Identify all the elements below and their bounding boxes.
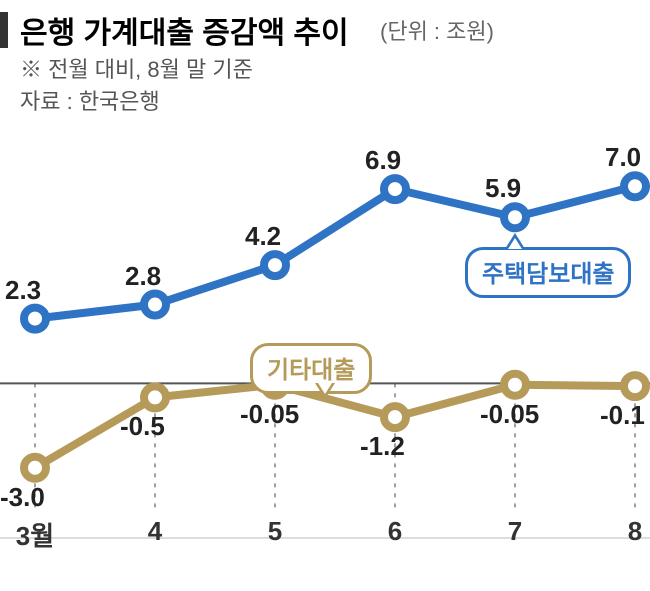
value-label: -0.05 — [240, 399, 299, 430]
value-label: -1.2 — [360, 431, 405, 462]
xaxis-label: 7 — [490, 516, 540, 547]
chart-subtitle: ※ 전월 대비, 8월 말 기준 — [20, 52, 253, 84]
xaxis-label: 6 — [370, 516, 420, 547]
value-label: -0.5 — [120, 411, 165, 442]
chart-svg — [0, 100, 650, 540]
chart-unit: (단위 : 조원) — [380, 14, 494, 46]
value-label: 7.0 — [605, 142, 641, 173]
xaxis-label: 3월 — [10, 516, 60, 553]
xaxis-label: 4 — [130, 516, 180, 547]
series-tag-tail-inner — [318, 383, 332, 394]
series-tag: 주택담보대출 — [465, 247, 631, 298]
series-tag: 기타대출 — [250, 343, 372, 394]
series-tag-tail-inner — [508, 238, 522, 249]
value-label: -0.1 — [600, 400, 645, 431]
xaxis-label: 5 — [250, 516, 300, 547]
value-label: 2.8 — [125, 261, 161, 292]
value-label: 2.3 — [5, 275, 41, 306]
title-side-rule — [0, 12, 8, 48]
plot-area: 2.3 2.8 4.2 6.9 5.9 7.0 -3.0 -0.5 -0.05 -1.2 -0.05… — [0, 100, 650, 540]
title-text: 은행 가계대출 증감액 추이 — [20, 17, 349, 50]
chart-title: 은행 가계대출 증감액 추이 — [20, 8, 349, 52]
value-label: 6.9 — [365, 145, 401, 176]
value-label: 5.9 — [485, 173, 521, 204]
value-label: -0.05 — [480, 399, 539, 430]
chart-container: 은행 가계대출 증감액 추이 (단위 : 조원) ※ 전월 대비, 8월 말 기… — [0, 0, 650, 591]
value-label: -3.0 — [0, 482, 45, 513]
value-label: 4.2 — [245, 221, 281, 252]
xaxis-label: 8 — [610, 516, 650, 547]
